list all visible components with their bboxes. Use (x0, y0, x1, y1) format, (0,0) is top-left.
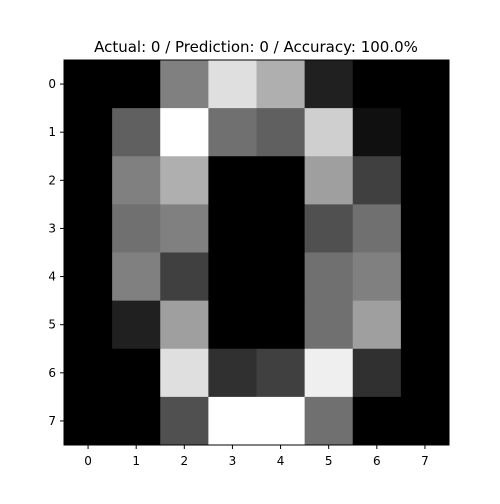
heatmap-cell-r5-c4 (256, 300, 306, 350)
heatmap-cell-r4-c7 (400, 252, 450, 302)
heatmap-cell-r6-c3 (208, 348, 258, 398)
chart-title: Actual: 0 / Prediction: 0 / Accuracy: 10… (94, 38, 418, 56)
heatmap-cell-r4-c2 (160, 252, 209, 302)
heatmap-cell-r5-c6 (352, 300, 402, 350)
heatmap-cell-r4-c1 (112, 252, 161, 302)
heatmap-cell-r3-c6 (352, 204, 402, 254)
y-tick-label: 2 (48, 173, 56, 187)
heatmap-cell-r6-c1 (112, 348, 161, 398)
heatmap-cell-r6-c0 (64, 348, 113, 398)
heatmap-cell-r5-c0 (64, 300, 113, 350)
heatmap-cell-r0-c1 (112, 60, 161, 109)
heatmap-cell-r7-c1 (112, 396, 161, 446)
heatmap-cell-r7-c0 (64, 396, 113, 446)
heatmap-cell-r7-c7 (400, 396, 450, 446)
heatmap-cell-r5-c7 (400, 300, 450, 350)
x-tick-label: 5 (325, 454, 333, 468)
heatmap-cell-r0-c6 (352, 60, 402, 109)
heatmap-cells (64, 60, 450, 446)
heatmap-cell-r7-c4 (256, 396, 306, 446)
heatmap-cell-r6-c7 (400, 348, 450, 398)
heatmap-cell-r5-c3 (208, 300, 258, 350)
heatmap-cell-r1-c2 (160, 108, 209, 157)
heatmap-cell-r4-c0 (64, 252, 113, 302)
heatmap-cell-r3-c1 (112, 204, 161, 254)
heatmap-cell-r4-c6 (352, 252, 402, 302)
heatmap-cell-r1-c5 (304, 108, 354, 157)
heatmap-cell-r6-c5 (304, 348, 354, 398)
y-tick-label: 1 (48, 125, 56, 139)
heatmap-cell-r3-c2 (160, 204, 209, 254)
heatmap-cell-r0-c5 (304, 60, 354, 109)
heatmap-cell-r2-c3 (208, 156, 258, 205)
heatmap-cell-r1-c0 (64, 108, 113, 157)
heatmap-cell-r6-c6 (352, 348, 402, 398)
x-axis: 0 1 2 3 4 5 6 7 (84, 445, 429, 468)
y-tick-label: 6 (48, 366, 56, 380)
heatmap-cell-r1-c3 (208, 108, 258, 157)
heatmap-cell-r0-c2 (160, 60, 209, 109)
heatmap-cell-r7-c3 (208, 396, 258, 446)
y-tick-label: 0 (48, 77, 56, 91)
heatmap-cell-r1-c6 (352, 108, 402, 157)
x-tick-label: 7 (421, 454, 429, 468)
heatmap-cell-r3-c3 (208, 204, 258, 254)
heatmap-cell-r2-c0 (64, 156, 113, 205)
heatmap-cell-r3-c5 (304, 204, 354, 254)
heatmap-cell-r2-c5 (304, 156, 354, 205)
heatmap-cell-r0-c7 (400, 60, 450, 109)
heatmap-cell-r2-c4 (256, 156, 306, 205)
heatmap-cell-r4-c5 (304, 252, 354, 302)
heatmap-cell-r6-c2 (160, 348, 209, 398)
heatmap-cell-r5-c2 (160, 300, 209, 350)
heatmap-cell-r7-c5 (304, 396, 354, 446)
heatmap-cell-r2-c7 (400, 156, 450, 205)
heatmap-cell-r1-c4 (256, 108, 306, 157)
y-tick-label: 4 (48, 270, 56, 284)
heatmap-cell-r0-c4 (256, 60, 306, 109)
y-tick-label: 7 (48, 414, 56, 428)
heatmap-cell-r4-c4 (256, 252, 306, 302)
heatmap-cell-r4-c3 (208, 252, 258, 302)
heatmap-cell-r0-c0 (64, 60, 113, 109)
heatmap-cell-r2-c1 (112, 156, 161, 205)
heatmap-cell-r3-c4 (256, 204, 306, 254)
heatmap-cell-r3-c7 (400, 204, 450, 254)
x-tick-label: 3 (229, 454, 237, 468)
heatmap-cell-r1-c1 (112, 108, 161, 157)
heatmap-cell-r0-c3 (208, 60, 258, 109)
heatmap-cell-r5-c5 (304, 300, 354, 350)
heatmap-cell-r2-c2 (160, 156, 209, 205)
heatmap-cell-r7-c2 (160, 396, 209, 446)
x-tick-label: 2 (180, 454, 188, 468)
x-tick-label: 0 (84, 454, 92, 468)
y-tick-label: 5 (48, 318, 56, 332)
heatmap-cell-r3-c0 (64, 204, 113, 254)
heatmap-cell-r5-c1 (112, 300, 161, 350)
heatmap-cell-r6-c4 (256, 348, 306, 398)
x-tick-label: 4 (277, 454, 285, 468)
heatmap-cell-r7-c6 (352, 396, 402, 446)
x-tick-label: 1 (132, 454, 140, 468)
y-axis: 0 1 2 3 4 5 6 7 (48, 77, 64, 428)
heatmap-cell-r2-c6 (352, 156, 402, 205)
heatmap-cell-r1-c7 (400, 108, 450, 157)
plot-frame (63, 59, 450, 446)
y-tick-label: 3 (48, 221, 56, 235)
x-tick-label: 6 (373, 454, 381, 468)
